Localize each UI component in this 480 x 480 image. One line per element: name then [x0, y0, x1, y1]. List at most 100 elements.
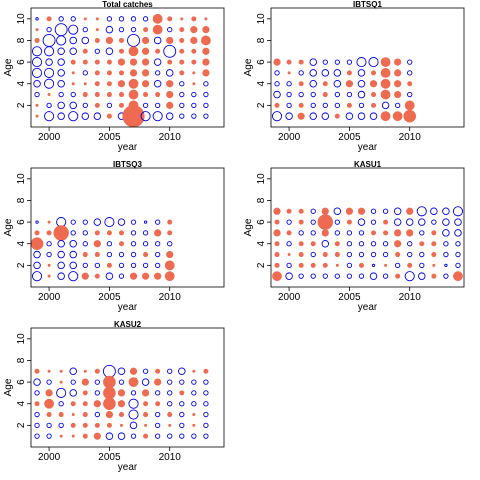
positive-bubble [192, 71, 196, 75]
positive-bubble [346, 102, 352, 108]
negative-bubble [81, 112, 90, 120]
negative-bubble [310, 91, 316, 98]
positive-bubble [34, 368, 40, 374]
negative-bubble [70, 16, 76, 22]
negative-bubble [454, 218, 462, 226]
negative-bubble [130, 241, 137, 247]
positive-bubble [394, 90, 402, 99]
negative-bubble [142, 262, 149, 269]
x-tick-label: 2010 [399, 132, 422, 143]
positive-bubble [274, 102, 280, 108]
negative-bubble [310, 208, 316, 214]
positive-bubble [118, 70, 124, 76]
y-axis-label: Age [243, 58, 254, 76]
negative-bubble [142, 241, 149, 247]
positive-bubble [164, 260, 175, 271]
negative-bubble [93, 218, 102, 226]
positive-bubble [95, 17, 99, 21]
negative-bubble [31, 57, 43, 68]
negative-bubble [152, 111, 163, 122]
positive-bubble [287, 253, 291, 257]
negative-bubble [46, 422, 52, 429]
negative-bubble [407, 91, 413, 98]
negative-bubble [57, 239, 65, 248]
negative-bubble [357, 90, 366, 99]
y-axis-label: Age [3, 218, 14, 236]
positive-bubble [118, 48, 124, 54]
negative-bubble [368, 57, 379, 68]
positive-bubble [346, 70, 352, 76]
negative-bubble [334, 102, 340, 109]
negative-bubble [298, 230, 304, 236]
negative-bubble [155, 390, 161, 396]
negative-bubble [105, 47, 114, 56]
negative-bubble [81, 36, 90, 45]
positive-bubble [274, 241, 280, 247]
negative-bubble [33, 250, 41, 259]
negative-bubble [334, 91, 340, 98]
positive-bubble [83, 369, 87, 373]
positive-bubble [395, 252, 401, 258]
negative-bubble [203, 102, 209, 109]
positive-bubble [298, 59, 304, 65]
negative-bubble [82, 262, 88, 269]
positive-bubble [35, 114, 39, 118]
negative-bubble [155, 433, 161, 439]
positive-bubble [167, 219, 173, 225]
negative-bubble [102, 364, 116, 378]
negative-bubble [285, 112, 293, 120]
negative-bubble [179, 379, 185, 385]
positive-bubble [407, 262, 413, 268]
bubble-group [272, 206, 464, 282]
negative-bubble [94, 262, 100, 269]
negative-bubble [57, 58, 65, 66]
negative-bubble [69, 367, 77, 376]
positive-bubble [141, 58, 150, 66]
negative-bubble [69, 47, 77, 56]
negative-bubble [370, 241, 377, 247]
negative-bubble [106, 241, 113, 247]
negative-bubble [35, 17, 39, 21]
negative-bubble [358, 251, 365, 258]
negative-bubble [155, 241, 161, 247]
negative-bubble [70, 91, 76, 98]
negative-bubble [370, 208, 377, 214]
positive-bubble [395, 273, 401, 279]
negative-bubble [357, 218, 366, 226]
x-tick-label: 2010 [159, 452, 182, 463]
negative-bubble [370, 251, 377, 258]
y-tick-label: 2 [16, 262, 27, 268]
negative-bubble [333, 69, 342, 77]
negative-bubble [44, 111, 55, 122]
positive-bubble [143, 27, 149, 33]
negative-bubble [179, 113, 185, 119]
positive-bubble [118, 241, 124, 247]
positive-bubble [322, 252, 328, 258]
negative-bubble [58, 401, 64, 407]
negative-bubble [117, 218, 126, 226]
positive-bubble [406, 229, 414, 237]
negative-bubble [416, 206, 427, 217]
positive-bubble [128, 89, 139, 100]
negative-bubble [443, 251, 449, 258]
negative-bubble [34, 411, 40, 418]
negative-bubble [46, 379, 52, 385]
positive-bubble [190, 36, 198, 45]
y-tick-label: 4 [256, 241, 267, 247]
negative-bubble [130, 16, 137, 22]
negative-bubble [34, 91, 40, 98]
panel-ibtsq1: IBTSQ1 year Age 2000 2005 2010 2 4 6 8 10 [243, 0, 465, 153]
positive-bubble [106, 422, 112, 428]
negative-bubble [273, 90, 281, 99]
positive-bubble [384, 263, 388, 267]
negative-bubble [442, 207, 450, 216]
negative-bubble [179, 91, 185, 98]
negative-bubble [431, 219, 437, 225]
positive-bubble [82, 59, 88, 65]
positive-bubble [94, 422, 100, 428]
negative-bubble [309, 112, 317, 120]
negative-bubble [191, 390, 197, 396]
negative-bubble [34, 390, 40, 396]
negative-bubble [322, 59, 328, 65]
